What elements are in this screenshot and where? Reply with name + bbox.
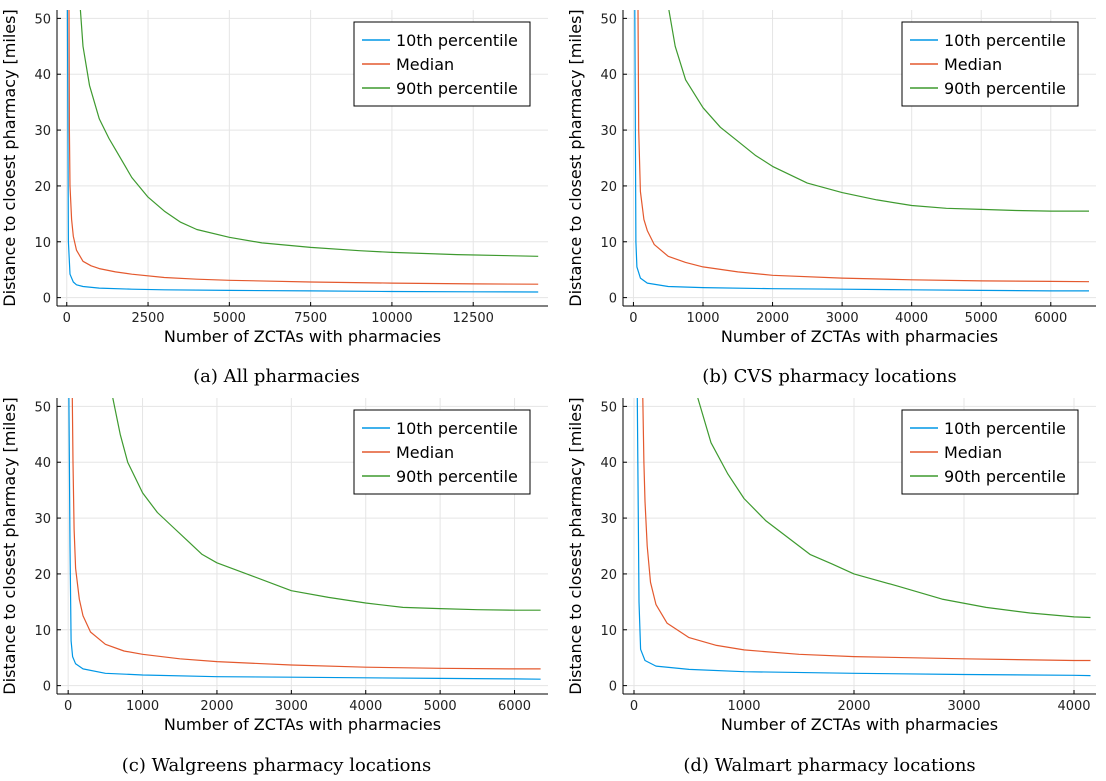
- x-tick-label: 5000: [213, 311, 246, 326]
- y-tick-label: 0: [609, 680, 617, 695]
- x-axis-label: Number of ZCTAs with pharmacies: [721, 715, 998, 734]
- series-line-p90: [697, 398, 1091, 619]
- x-tick-label: 5000: [424, 699, 457, 714]
- y-tick-label: 30: [34, 512, 51, 527]
- legend-label: 90th percentile: [944, 467, 1066, 486]
- x-tick-label: 6000: [1034, 311, 1067, 326]
- series-line-p90: [668, 10, 1089, 212]
- series-line-p10: [66, 10, 539, 293]
- caption-c: (c) Walgreens pharmacy locations: [121, 755, 432, 776]
- y-tick-label: 40: [34, 68, 51, 83]
- x-tick-label: 1000: [727, 699, 760, 714]
- legend-label: 10th percentile: [396, 419, 518, 438]
- y-tick-label: 10: [600, 624, 617, 639]
- legend-label: 90th percentile: [396, 79, 518, 98]
- x-tick-label: 5000: [965, 311, 998, 326]
- series-group: [636, 398, 1091, 677]
- chart-panel-1: 0 1000 2000 3000 4000 5000 6000 0 10 20 30 40 50 Numb…: [566, 9, 1096, 346]
- series-line-p90: [112, 398, 541, 611]
- y-tick-label: 50: [600, 400, 617, 415]
- series-group: [68, 398, 541, 680]
- x-tick-label: 12500: [453, 311, 494, 326]
- x-tick-label: 0: [630, 699, 638, 714]
- y-axis-label: Distance to closest pharmacy [miles]: [0, 9, 19, 306]
- y-tick-label: 10: [600, 236, 617, 251]
- y-tick-label: 50: [34, 400, 51, 415]
- legend-label: 10th percentile: [944, 419, 1066, 438]
- x-tick-label: 3000: [275, 699, 308, 714]
- legend-label: Median: [396, 443, 454, 462]
- y-tick-label: 30: [600, 124, 617, 139]
- x-tick-label: 4000: [1057, 699, 1090, 714]
- x-tick-label: 10000: [371, 311, 412, 326]
- y-tick-label: 40: [600, 456, 617, 471]
- x-tick-label: 6000: [498, 699, 531, 714]
- legend-label: 10th percentile: [396, 31, 518, 50]
- x-axis-label: Number of ZCTAs with pharmacies: [164, 715, 441, 734]
- series-group: [634, 10, 1090, 292]
- y-tick-label: 30: [600, 512, 617, 527]
- x-tick-label: 7500: [294, 311, 327, 326]
- series-line-p10: [634, 10, 1089, 292]
- x-axis-label: Number of ZCTAs with pharmacies: [164, 327, 441, 346]
- y-tick-label: 40: [600, 68, 617, 83]
- x-tick-label: 2000: [756, 311, 789, 326]
- x-tick-label: 2000: [837, 699, 870, 714]
- y-tick-label: 0: [43, 292, 51, 307]
- x-tick-label: 1000: [126, 699, 159, 714]
- x-tick-label: 3000: [947, 699, 980, 714]
- legend: 10th percentile Median 90th percentile: [901, 409, 1079, 495]
- series-group: [66, 10, 539, 293]
- y-tick-label: 50: [600, 12, 617, 27]
- legend-label: 10th percentile: [944, 31, 1066, 50]
- x-tick-label: 3000: [826, 311, 859, 326]
- chart-panel-0: 0 2500 5000 7500 10000 12500 0 10 20 30 40 50 Number…: [0, 9, 548, 346]
- legend-label: Median: [944, 55, 1002, 74]
- y-tick-label: 50: [34, 12, 51, 27]
- legend-label: Median: [396, 55, 454, 74]
- series-line-median: [71, 398, 541, 670]
- chart-panel-2: 0 1000 2000 3000 4000 5000 6000 0 10 20 30 40 50 Numb…: [0, 397, 548, 734]
- legend-label: 90th percentile: [944, 79, 1066, 98]
- y-axis-label: Distance to closest pharmacy [miles]: [0, 397, 19, 694]
- series-line-p10: [636, 398, 1091, 677]
- y-tick-label: 20: [34, 180, 51, 195]
- legend: 10th percentile Median 90th percentile: [353, 21, 531, 107]
- y-tick-label: 10: [34, 236, 51, 251]
- legend: 10th percentile Median 90th percentile: [901, 21, 1079, 107]
- series-line-p90: [79, 10, 539, 257]
- y-tick-label: 20: [600, 568, 617, 583]
- caption-a: (a) All pharmacies: [193, 366, 360, 387]
- series-line-median: [637, 10, 1090, 283]
- y-tick-label: 0: [609, 292, 617, 307]
- x-tick-label: 0: [629, 311, 637, 326]
- y-tick-label: 20: [600, 180, 617, 195]
- caption-b: (b) CVS pharmacy locations: [702, 366, 957, 387]
- legend-label: 90th percentile: [396, 467, 518, 486]
- legend-label: Median: [944, 443, 1002, 462]
- x-tick-label: 4000: [349, 699, 382, 714]
- x-tick-label: 0: [63, 311, 71, 326]
- y-tick-label: 40: [34, 456, 51, 471]
- x-tick-label: 1000: [686, 311, 719, 326]
- x-tick-label: 2000: [200, 699, 233, 714]
- series-line-median: [642, 398, 1091, 662]
- x-tick-label: 0: [64, 699, 72, 714]
- y-tick-label: 30: [34, 124, 51, 139]
- x-axis-label: Number of ZCTAs with pharmacies: [721, 327, 998, 346]
- y-axis-label: Distance to closest pharmacy [miles]: [566, 9, 585, 306]
- series-line-median: [68, 10, 539, 285]
- series-line-p10: [68, 398, 541, 680]
- y-tick-label: 10: [34, 624, 51, 639]
- y-tick-label: 0: [43, 680, 51, 695]
- caption-d: (d) Walmart pharmacy locations: [683, 755, 976, 776]
- y-tick-label: 20: [34, 568, 51, 583]
- x-tick-label: 2500: [131, 311, 164, 326]
- legend: 10th percentile Median 90th percentile: [353, 409, 531, 495]
- y-axis-label: Distance to closest pharmacy [miles]: [566, 397, 585, 694]
- chart-panel-3: 0 1000 2000 3000 4000 0 10 20 30 40 50 Number of ZC…: [566, 397, 1096, 734]
- x-tick-label: 4000: [895, 311, 928, 326]
